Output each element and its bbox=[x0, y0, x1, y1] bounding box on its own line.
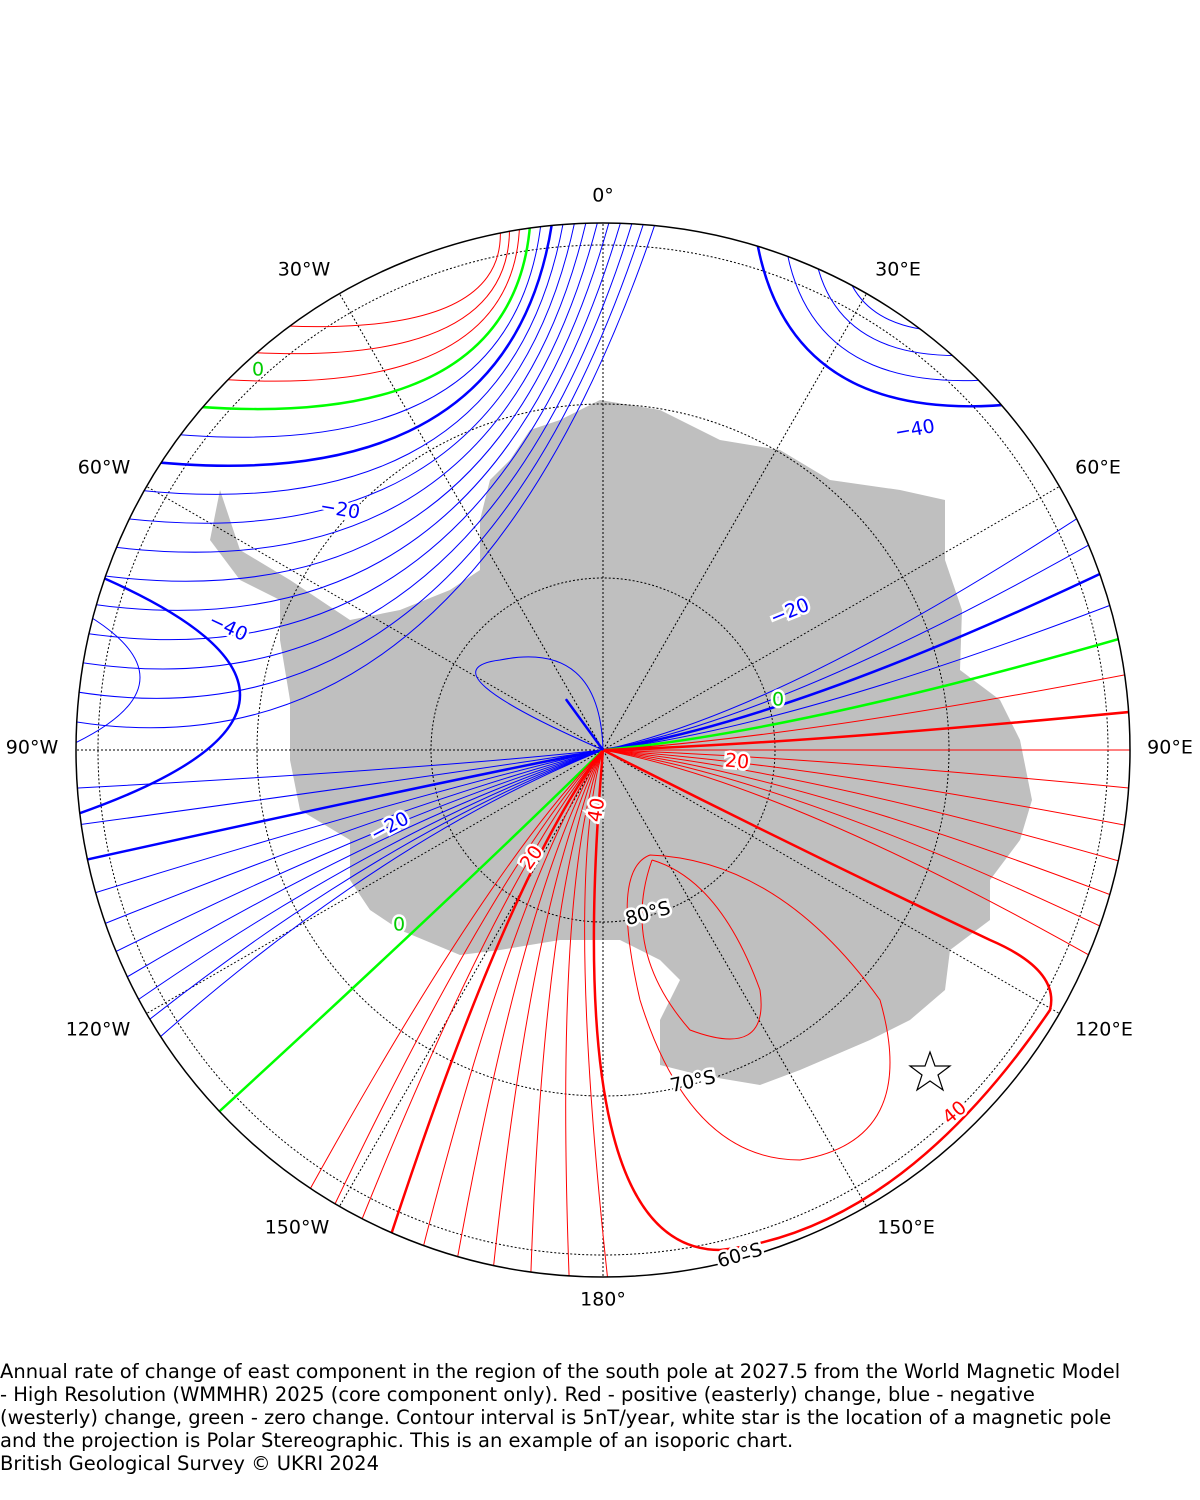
contour-line bbox=[76, 749, 604, 791]
contour-line bbox=[489, 749, 604, 1277]
magnetic-pole-star bbox=[908, 1050, 952, 1092]
contour-line bbox=[209, 749, 604, 1121]
contour-line bbox=[641, 859, 762, 1040]
longitude-label: 120°E bbox=[1075, 1019, 1133, 1041]
contour-line bbox=[249, 749, 604, 1277]
contour-line bbox=[811, 223, 1130, 356]
contour-line bbox=[781, 223, 1130, 382]
map-body bbox=[76, 223, 1130, 1277]
contour-line bbox=[76, 223, 628, 641]
caption-line: (westerly) change, green - zero change. … bbox=[0, 1406, 1112, 1429]
contour-line bbox=[76, 223, 533, 411]
contour-line bbox=[76, 749, 604, 911]
contour-label: −40 bbox=[205, 609, 251, 646]
contour-line bbox=[602, 749, 1130, 951]
contour-line bbox=[76, 558, 241, 822]
contour-line bbox=[76, 749, 604, 991]
contour-line bbox=[602, 708, 1130, 752]
caption-line: and the projection is Polar Stereographi… bbox=[0, 1429, 794, 1452]
contour-line bbox=[866, 223, 1130, 309]
contour-line bbox=[76, 749, 604, 951]
contour-line bbox=[916, 223, 1130, 266]
contour-line bbox=[602, 469, 1130, 751]
contour-label: 20 bbox=[724, 749, 750, 773]
caption: Annual rate of change of east component … bbox=[0, 1360, 1200, 1475]
contour-line bbox=[76, 223, 501, 328]
longitude-label: 120°W bbox=[66, 1019, 131, 1041]
latitude-label: 60°S bbox=[715, 1239, 765, 1273]
contour-line bbox=[76, 748, 604, 872]
contour-line bbox=[449, 749, 604, 1277]
map-border bbox=[75, 222, 1131, 1278]
contour-line bbox=[475, 656, 604, 751]
contour-line bbox=[602, 509, 1130, 751]
contour-line bbox=[76, 223, 640, 670]
contour-line bbox=[565, 749, 604, 1277]
contour-line bbox=[602, 548, 1130, 752]
contour-line bbox=[76, 749, 604, 831]
contour-line bbox=[602, 749, 1130, 831]
contour-line bbox=[76, 223, 604, 582]
longitude-label: 30°W bbox=[278, 259, 331, 281]
contour-line bbox=[76, 749, 604, 1031]
contour-line bbox=[602, 749, 1130, 871]
contour-line bbox=[329, 749, 604, 1277]
antarctica bbox=[210, 400, 1032, 1085]
longitude-label: 150°W bbox=[265, 1217, 330, 1239]
contour-line bbox=[529, 749, 604, 1277]
contour-line bbox=[76, 223, 616, 611]
longitude-label: 30°E bbox=[875, 259, 921, 281]
longitude-label: 60°W bbox=[78, 457, 131, 479]
longitude-label: 0° bbox=[592, 185, 614, 207]
longitude-label: 90°W bbox=[6, 737, 59, 759]
longitude-label: 90°E bbox=[1147, 737, 1193, 759]
contour-label: 0 bbox=[252, 359, 264, 381]
contour-line bbox=[592, 748, 1053, 1252]
contour-label: 0 bbox=[393, 914, 405, 936]
contour-line bbox=[76, 223, 544, 438]
contour-line bbox=[76, 223, 592, 553]
contour-line bbox=[76, 223, 664, 729]
contour-line bbox=[76, 223, 652, 699]
contour-line bbox=[892, 223, 1130, 287]
contour-label: 40 bbox=[584, 796, 610, 824]
contour-line bbox=[626, 854, 891, 1161]
caption-credit: British Geological Survey © UKRI 2024 bbox=[0, 1452, 379, 1475]
contour-line bbox=[750, 223, 1130, 408]
contour-line bbox=[602, 749, 1130, 791]
contour-line bbox=[76, 223, 568, 495]
longitude-label: 60°E bbox=[1075, 457, 1121, 479]
contour-line bbox=[368, 749, 604, 1277]
contour-line bbox=[602, 628, 1130, 752]
contour-line bbox=[602, 589, 1130, 751]
caption-line: Annual rate of change of east component … bbox=[0, 1360, 1121, 1383]
latitude-label: 70°S bbox=[668, 1066, 717, 1097]
contour-line bbox=[76, 223, 557, 467]
contour-line bbox=[565, 699, 605, 751]
contour-line bbox=[602, 669, 1130, 751]
longitude-label: 180° bbox=[580, 1289, 626, 1311]
map: 0° 30°E 60°E 90°E 120°E 150°E 180° 150°W… bbox=[6, 185, 1193, 1311]
longitude-label: 150°E bbox=[877, 1217, 935, 1239]
contour-line bbox=[409, 749, 604, 1277]
contour-line bbox=[76, 599, 141, 751]
contour-line bbox=[76, 223, 510, 355]
contour-label: 0 bbox=[772, 689, 784, 711]
contour-line bbox=[289, 749, 604, 1277]
caption-line: - High Resolution (WMMHR) 2025 (core com… bbox=[0, 1383, 1035, 1406]
contour-line bbox=[602, 749, 1130, 991]
contour-label: −20 bbox=[318, 495, 361, 524]
contour-line bbox=[584, 749, 611, 1277]
contour-label: −40 bbox=[893, 415, 936, 444]
contour-line bbox=[602, 749, 1130, 911]
contour-line bbox=[76, 223, 580, 524]
